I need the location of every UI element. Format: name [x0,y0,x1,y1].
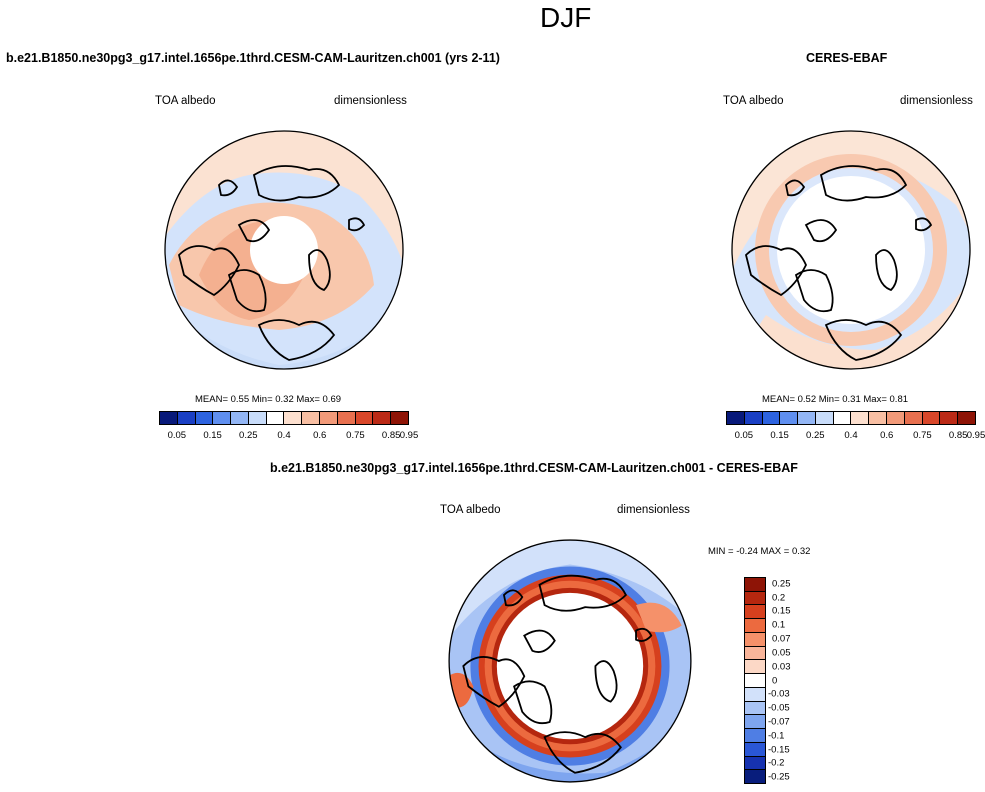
colorbar-swatch [177,412,196,424]
colorbar-swatch [744,412,763,424]
colorbar-swatch [195,412,214,424]
colorbar-swatch [266,412,285,424]
colorbar-swatch [745,742,765,757]
colorbar-swatch [904,412,923,424]
coastlines [745,165,933,361]
colorbar-swatch [887,412,905,424]
colorbar-swatch [248,412,267,424]
colorbar-swatch [780,412,799,424]
colorbar-swatch [833,412,852,424]
colorbar-tick-label: 0 [772,675,778,686]
units-label-diff: dimensionless [617,504,690,516]
colorbar-swatch [940,412,959,424]
colorbar-tick-label: 0.07 [772,633,791,645]
colorbar-tick-label: 0.6 [313,430,327,441]
colorbar-swatch [815,412,834,424]
colorbar-swatch [745,605,765,620]
colorbar-swatch [745,578,765,592]
colorbar-swatch [391,412,408,424]
colorbar-tick-label: 0.2 [772,592,786,604]
coastlines [178,165,366,361]
variable-label-diff: TOA albedo [440,504,501,516]
colorbar-swatch [922,412,941,424]
colorbar-tick-label: 0.85 [381,430,401,441]
colorbar-labels-diff: 0.25 0.2 0.15 0.1 0.07 0.05 0.03 0 -0.03 -0.05 -0.… [768,577,832,784]
colorbar-swatch [851,412,870,424]
colorbar-tick-label: 0.95 [966,430,985,441]
colorbar-tick-label: 0.05 [734,430,754,441]
variable-label-test: TOA albedo [155,95,216,107]
colorbar-swatch [745,701,765,716]
colorbar-tick-label: 0.25 [239,430,258,441]
colorbar-swatch [958,412,975,424]
colorbar-swatch [745,632,765,647]
colorbar-swatch [745,715,765,730]
colorbar-swatch [337,412,356,424]
colorbar-swatch [745,619,765,633]
case-title-test: b.e21.B1850.ne30pg3_g17.intel.1656pe.1th… [6,51,500,65]
colorbar-swatch [745,729,765,743]
colorbar-tick-label: -0.05 [768,702,790,714]
colorbar-tick-label: 0.1 [772,619,786,631]
colorbar-swatch [320,412,338,424]
colorbar-tick-label: 0.05 [167,430,187,441]
colorbar-swatch [762,412,781,424]
polar-map-diff [448,539,692,783]
colorbar-swatch [213,412,232,424]
colorbar-tick-label: 0.15 [772,605,791,617]
colorbar-swatch [745,591,765,606]
colorbar-diff [744,577,766,784]
variable-label-obs: TOA albedo [723,95,784,107]
colorbar-swatch [231,412,249,424]
units-label-test: dimensionless [334,95,407,107]
polar-map-obs [731,130,971,370]
colorbar-tick-label: -0.2 [768,757,785,769]
colorbar-labels-test: 0.05 0.15 0.25 0.4 0.6 0.75 0.85 0.95 [159,430,419,442]
stats-test: MEAN= 0.55 Min= 0.32 Max= 0.69 [195,394,342,405]
colorbar-tick-label: 0.6 [880,430,894,441]
colorbar-swatch [302,412,321,424]
colorbar-tick-label: 0.85 [948,430,968,441]
colorbar-swatch [355,412,374,424]
colorbar-tick-label: 0.4 [844,430,858,441]
colorbar-swatch [798,412,816,424]
colorbar-labels-obs: 0.05 0.15 0.25 0.4 0.6 0.75 0.85 0.95 [726,430,985,442]
colorbar-tick-label: -0.07 [768,716,790,728]
colorbar-tick-label: -0.25 [768,771,790,783]
colorbar-tick-label: 0.15 [203,430,222,441]
colorbar-swatch [284,412,303,424]
coastlines [462,574,653,774]
polar-map-test [164,130,404,370]
case-title-obs: CERES-EBAF [806,51,888,65]
colorbar-swatch [745,646,765,661]
colorbar-swatch [745,770,765,784]
colorbar-tick-label: 0.15 [770,430,789,441]
colorbar-tick-label: 0.25 [772,578,791,590]
colorbar-tick-label: 0.95 [399,430,419,441]
colorbar-swatch [160,412,178,424]
colorbar-tick-label: 0.05 [772,647,791,659]
colorbar-swatch [745,756,765,771]
colorbar-swatch [373,412,392,424]
colorbar-tick-label: -0.1 [768,730,785,742]
colorbar-tick-label: 0.25 [806,430,825,441]
colorbar-test [159,411,409,425]
colorbar-tick-label: -0.15 [768,744,790,755]
case-title-diff: b.e21.B1850.ne30pg3_g17.intel.1656pe.1th… [270,461,798,475]
colorbar-swatch [745,687,765,702]
page-title: DJF [540,2,592,33]
colorbar-swatch [727,412,745,424]
colorbar-tick-label: 0.75 [346,430,365,441]
colorbar-swatch [745,674,765,688]
colorbar-tick-label: 0.03 [772,661,791,673]
stats-obs: MEAN= 0.52 Min= 0.31 Max= 0.81 [762,394,909,405]
colorbar-swatch [745,660,765,675]
stats-diff: MIN = -0.24 MAX = 0.32 [708,546,811,557]
units-label-obs: dimensionless [900,95,973,107]
colorbar-swatch [869,412,888,424]
colorbar-tick-label: 0.75 [913,430,932,441]
colorbar-tick-label: 0.4 [277,430,291,441]
colorbar-obs [726,411,976,425]
colorbar-tick-label: -0.03 [768,688,790,700]
